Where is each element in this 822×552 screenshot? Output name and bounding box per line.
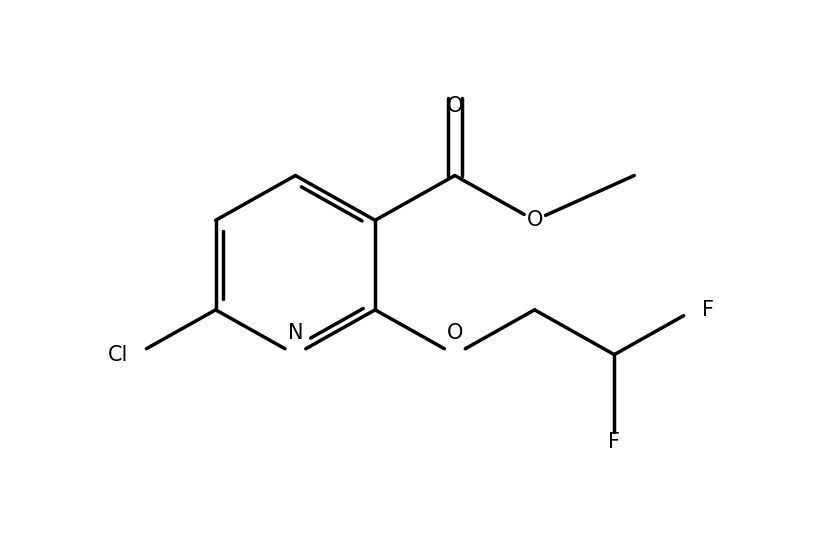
Text: Cl: Cl	[108, 344, 128, 365]
Text: O: O	[446, 323, 463, 343]
Text: O: O	[526, 210, 543, 230]
Text: N: N	[288, 323, 303, 343]
Text: F: F	[608, 432, 621, 452]
Text: O: O	[446, 96, 463, 116]
Text: F: F	[702, 300, 714, 320]
